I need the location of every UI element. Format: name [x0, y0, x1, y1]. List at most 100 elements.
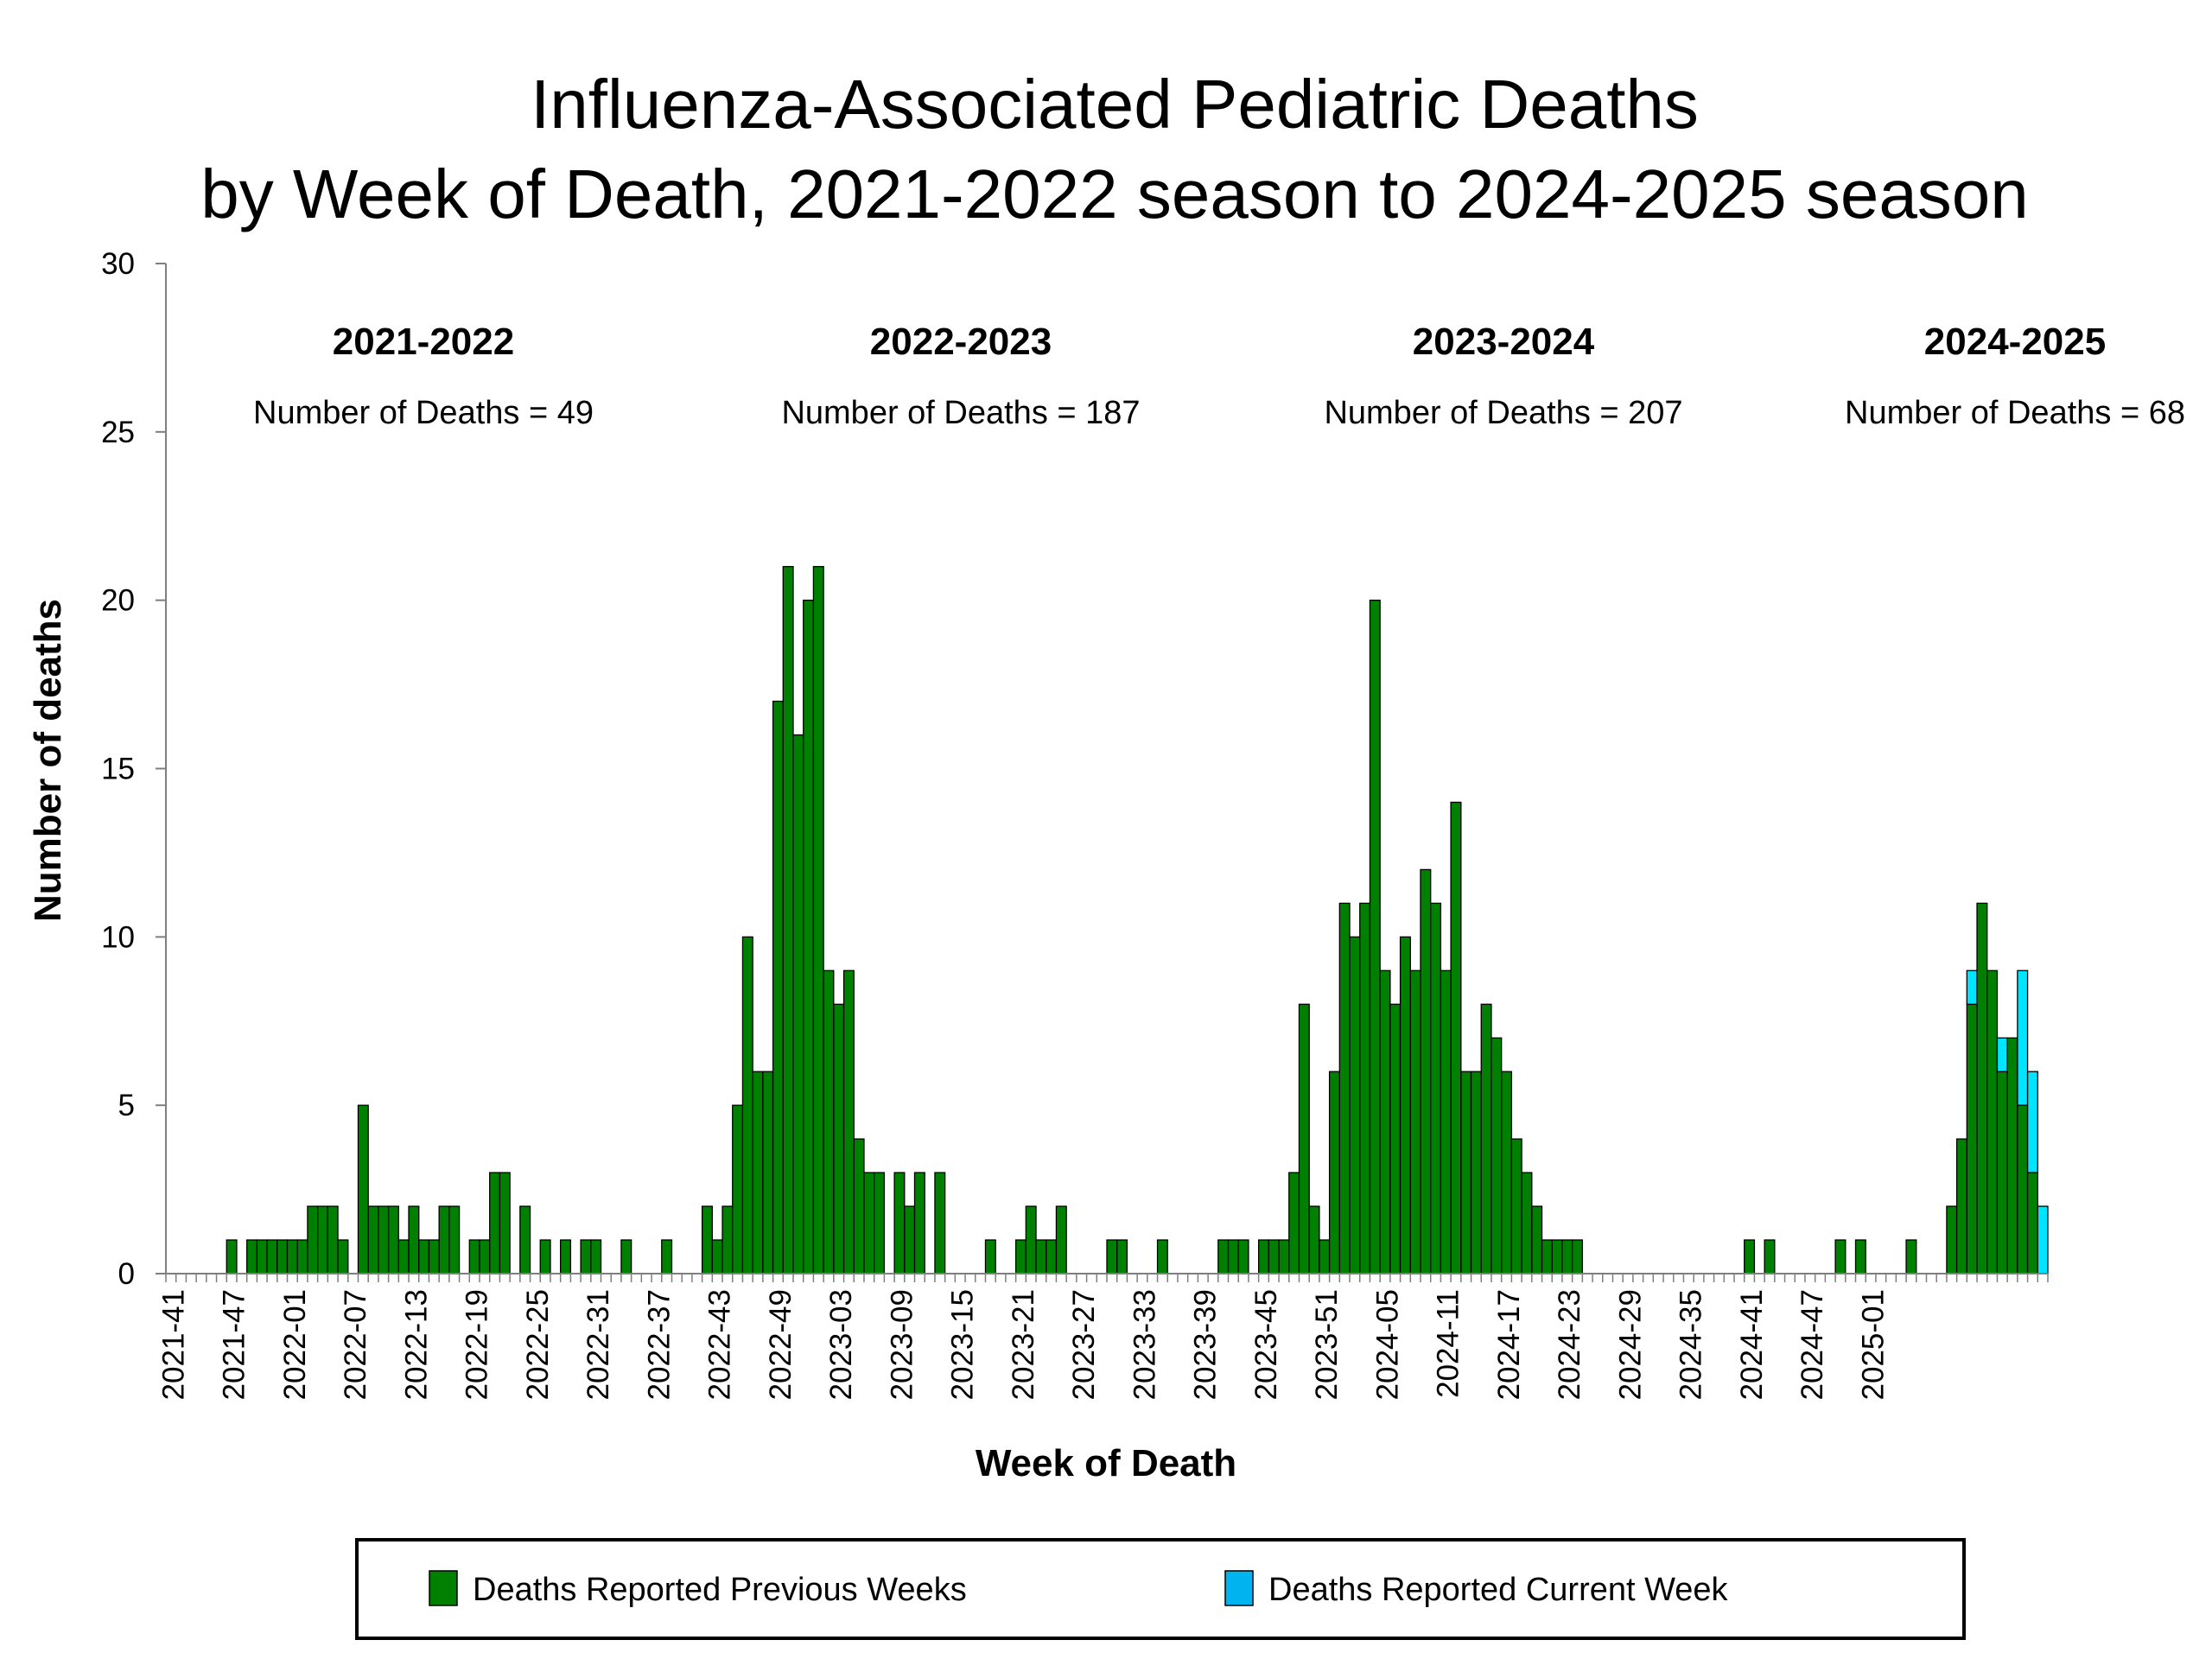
bar-previous [1521, 1172, 1533, 1274]
bar-previous [1035, 1239, 1047, 1274]
legend: Deaths Reported Previous Weeks Deaths Re… [355, 1538, 1966, 1640]
bar-previous [1014, 1239, 1027, 1274]
bar-previous [732, 1104, 744, 1274]
x-tick-label: 2022-01 [278, 1289, 312, 1400]
x-tick-label: 2023-33 [1128, 1289, 1161, 1400]
bar-previous [1409, 969, 1421, 1274]
bar-previous [893, 1172, 906, 1274]
season-count-2023-2024: Number of Deaths = 207 [1324, 395, 1682, 431]
bar-previous [772, 700, 784, 1274]
x-tick-label: 2024-05 [1370, 1289, 1404, 1400]
bar-previous [1237, 1239, 1249, 1274]
bar-previous [913, 1172, 925, 1274]
bar-previous [1905, 1239, 1917, 1274]
bar-previous [1440, 969, 1452, 1274]
bar-previous [316, 1205, 329, 1274]
bar-previous [823, 969, 835, 1274]
bar-previous [499, 1172, 511, 1274]
bar-previous [337, 1239, 349, 1274]
bar-previous [286, 1239, 298, 1274]
bar-previous [1156, 1239, 1168, 1274]
bar-previous [1450, 801, 1462, 1274]
x-tick-label: 2025-01 [1856, 1289, 1890, 1400]
bar-previous [1328, 1071, 1340, 1274]
x-axis: 2021-41 2021-47 2022-01 2022-07 2022-13 2022-… [156, 1273, 2049, 1400]
legend-swatch-previous [429, 1570, 458, 1606]
bar-previous [226, 1239, 238, 1274]
bar-current [1966, 969, 1978, 1005]
y-axis-title: Number of deaths [27, 599, 69, 922]
bar-previous [792, 734, 804, 1274]
bar-previous [721, 1205, 734, 1274]
bar-previous [833, 1003, 845, 1274]
bar-previous [378, 1205, 390, 1274]
bar-previous [1561, 1239, 1573, 1274]
bar-previous [327, 1205, 339, 1274]
x-tick-label: 2024-41 [1735, 1289, 1769, 1400]
bar-previous [519, 1205, 531, 1274]
legend-label-previous: Deaths Reported Previous Weeks [473, 1572, 967, 1608]
bar-previous [438, 1205, 450, 1274]
bar-previous [874, 1172, 886, 1274]
x-tick-label: 2022-13 [399, 1289, 433, 1400]
bar-previous [357, 1104, 369, 1274]
x-tick-label: 2023-21 [1007, 1289, 1040, 1400]
bar-previous [1480, 1003, 1492, 1274]
bar-previous [276, 1239, 289, 1274]
bar-previous [1399, 936, 1411, 1274]
bar-previous [1227, 1239, 1239, 1274]
bar-previous [539, 1239, 551, 1274]
x-tick-label: 2023-09 [885, 1289, 918, 1400]
bar-previous [1217, 1239, 1230, 1274]
bar-previous [1298, 1003, 1310, 1274]
bar-previous [2026, 1172, 2038, 1274]
bar-previous [1116, 1239, 1128, 1274]
x-tick-label: 2024-23 [1553, 1289, 1586, 1400]
bar-previous [1955, 1138, 1967, 1274]
x-axis-title: Week of Death [976, 1442, 1236, 1484]
bar-previous [711, 1239, 723, 1274]
bar-previous [1268, 1239, 1280, 1274]
bar-current [1996, 1037, 2008, 1072]
bar-previous [1359, 902, 1371, 1274]
legend-swatch-current [1224, 1570, 1254, 1606]
bar-current [2017, 969, 2029, 1106]
bar-previous [1541, 1239, 1553, 1274]
bar-previous [904, 1205, 916, 1274]
bar-previous [408, 1205, 420, 1274]
bar-previous [762, 1071, 774, 1274]
bar-previous [803, 600, 815, 1274]
x-tick-label: 2023-39 [1189, 1289, 1223, 1400]
bar-previous [479, 1239, 491, 1274]
bar-previous [752, 1071, 764, 1274]
bar-previous [620, 1239, 632, 1274]
bar-previous [468, 1239, 480, 1274]
bar-previous [1389, 1003, 1402, 1274]
y-tick-label: 30 [101, 247, 135, 281]
bar-previous [1854, 1239, 1866, 1274]
bar-previous [1491, 1037, 1503, 1274]
bar-previous [2017, 1104, 2029, 1274]
x-tick-label: 2024-11 [1432, 1289, 1465, 1398]
bar-previous [1257, 1239, 1270, 1274]
x-tick-label: 2023-27 [1067, 1289, 1101, 1400]
season-count-2021-2022: Number of Deaths = 49 [253, 395, 594, 431]
y-tick-label: 10 [101, 920, 135, 954]
bar-previous [934, 1172, 946, 1274]
bar-previous [1531, 1205, 1543, 1274]
bar-previous [1976, 902, 1988, 1274]
bar-previous [1308, 1205, 1320, 1274]
bar-previous [1996, 1071, 2008, 1274]
x-tick-label: 2023-45 [1249, 1289, 1283, 1400]
x-tick-label: 2024-47 [1796, 1289, 1829, 1400]
bar-previous [842, 969, 855, 1274]
chart-title-line-1: Influenza-Associated Pediatric Deaths [531, 66, 1699, 143]
bar-previous [418, 1239, 430, 1274]
bar-previous [1551, 1239, 1563, 1274]
y-axis: 0 5 10 15 20 25 30 [101, 247, 167, 1291]
x-tick-label: 2024-29 [1613, 1289, 1647, 1400]
bar-previous [1966, 1003, 1978, 1274]
bar-previous [1319, 1239, 1331, 1274]
bar-previous [1106, 1239, 1118, 1274]
